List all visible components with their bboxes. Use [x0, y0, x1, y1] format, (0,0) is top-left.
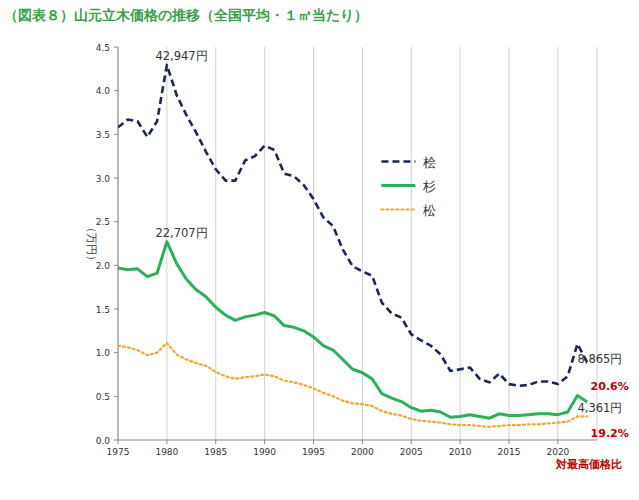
annotation: 対最高価格比 [555, 458, 622, 471]
x-grid-line [264, 47, 265, 440]
series-line [118, 343, 587, 427]
legend-swatch [381, 184, 415, 187]
x-grid-line [509, 47, 510, 440]
x-axis [118, 440, 597, 441]
x-tick-label: 2000 [351, 447, 374, 457]
y-tick [114, 221, 118, 222]
x-tick [264, 440, 265, 444]
x-grid-line [557, 47, 558, 440]
legend-label: 松 [423, 203, 436, 218]
x-tick-label: 1990 [253, 447, 276, 457]
x-tick [460, 440, 461, 444]
legend-label: 桧 [423, 155, 436, 170]
annotations: 42,947円 22,707円 8,865円 20.6% 4,361円 19.2% 対最高価… [155, 49, 628, 471]
y-tick-label: 4.5 [96, 43, 110, 53]
x-tick [411, 440, 412, 444]
x-tick-label: 1975 [107, 447, 130, 457]
legend-swatch [381, 160, 415, 163]
y-tick-label: 3.0 [96, 174, 111, 184]
y-tick [114, 352, 118, 353]
y-tick-label: 2.5 [96, 217, 110, 227]
x-tick-label: 1980 [155, 447, 178, 457]
annotation: 8,865円 [577, 352, 622, 366]
series-line [118, 65, 587, 386]
chart-svg: （図表８）山元立木価格の推移（全国平均・１㎥当たり） （万円） 1975 1980 19… [0, 0, 639, 500]
x-tick-label: 2005 [400, 447, 423, 457]
legend-label: 杉 [422, 179, 436, 194]
y-tick-label: 0.0 [96, 436, 111, 446]
background [0, 0, 639, 500]
annotation: 22,707円 [155, 226, 207, 240]
title: （図表８）山元立木価格の推移（全国平均・１㎥当たり） [4, 7, 368, 23]
x-tick [509, 440, 510, 444]
x-tick [118, 440, 119, 444]
y-axis-label: （万円） [85, 222, 98, 266]
legend-swatch [381, 208, 415, 210]
x-grid-line [118, 47, 119, 440]
x-grid-line [411, 47, 412, 440]
annotation: 20.6% [591, 380, 629, 393]
x-grid-line [362, 47, 363, 440]
y-tick [114, 440, 118, 441]
y-tick-label: 1.0 [96, 348, 111, 358]
chart-container: （図表８）山元立木価格の推移（全国平均・１㎥当たり） （万円） 1975 1980 19… [0, 0, 639, 500]
x-tick-label: 2010 [449, 447, 472, 457]
y-tick-label: 0.5 [96, 392, 110, 402]
series-line [118, 242, 587, 418]
x-grid-line [313, 47, 314, 440]
y-tick-label: 4.0 [96, 86, 111, 96]
y-tick-label: 1.5 [96, 305, 110, 315]
annotation: 4,361円 [577, 401, 622, 415]
x-grid-line [215, 47, 216, 440]
y-tick [114, 309, 118, 310]
y-tick [114, 178, 118, 179]
y-tick-label: 2.0 [96, 261, 111, 271]
y-tick [114, 47, 118, 48]
y-tick [114, 134, 118, 135]
x-tick [362, 440, 363, 444]
y-tick [114, 90, 118, 91]
y-tick [114, 265, 118, 266]
x-grid-line [460, 47, 461, 440]
x-tick-label: 1995 [302, 447, 325, 457]
y-axis [118, 47, 119, 440]
y-tick [114, 396, 118, 397]
annotation: 19.2% [591, 427, 629, 440]
annotation: 42,947円 [155, 49, 207, 63]
grid [118, 47, 558, 440]
x-tick-label: 2020 [546, 447, 569, 457]
series-group [118, 65, 587, 427]
legend: 桧杉松 [381, 155, 436, 218]
x-tick [166, 440, 167, 444]
x-tick-label: 1985 [204, 447, 227, 457]
x-tick [215, 440, 216, 444]
x-tick [313, 440, 314, 444]
x-tick-label: 2015 [498, 447, 521, 457]
y-tick-label: 3.5 [96, 130, 110, 140]
x-tick [557, 440, 558, 444]
